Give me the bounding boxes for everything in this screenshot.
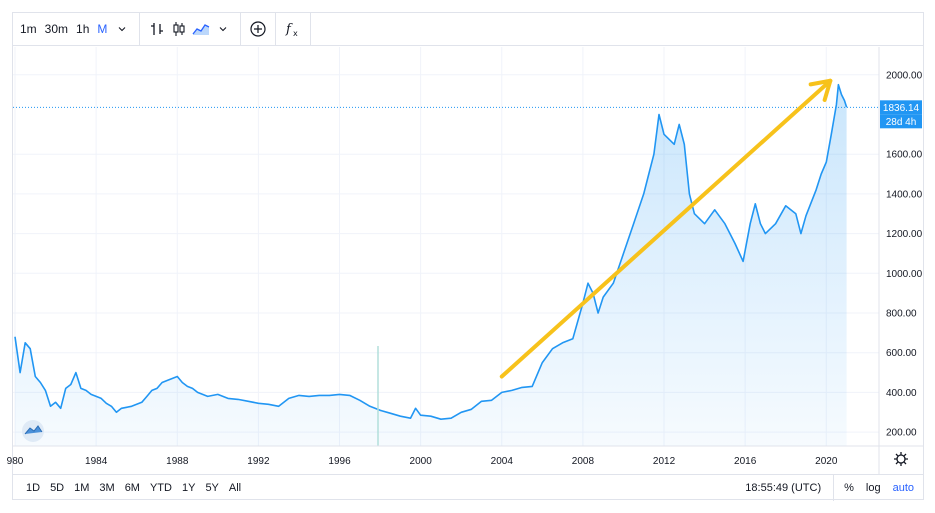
price-line bbox=[14, 83, 848, 420]
x-tick-label: 1988 bbox=[166, 456, 189, 467]
range-all[interactable]: All bbox=[228, 481, 242, 494]
last-price-label: 1836.14 bbox=[883, 103, 920, 114]
plus-circle-icon[interactable] bbox=[247, 12, 269, 46]
interval-1h[interactable]: 1h bbox=[76, 21, 90, 36]
y-tick-label: 2000.00 bbox=[886, 70, 923, 81]
y-tick-label: 800.00 bbox=[886, 309, 917, 320]
chevron-down-icon[interactable] bbox=[212, 12, 234, 46]
x-tick-label: 2004 bbox=[491, 456, 514, 467]
price-area bbox=[15, 84, 847, 446]
x-tick-label: 2020 bbox=[815, 456, 838, 467]
x-tick-label: 2008 bbox=[572, 456, 595, 467]
chevron-down-icon[interactable] bbox=[111, 12, 133, 46]
range-3m[interactable]: 3M bbox=[99, 481, 115, 494]
interval-monthly[interactable]: M bbox=[97, 21, 108, 36]
y-tick-label: 1400.00 bbox=[886, 189, 923, 200]
y-tick-label: 600.00 bbox=[886, 348, 917, 359]
percent-toggle[interactable]: % bbox=[844, 481, 854, 494]
svg-text:x: x bbox=[293, 29, 298, 38]
bottom-divider bbox=[833, 474, 835, 501]
log-toggle[interactable]: log bbox=[865, 481, 881, 494]
y-tick-label: 1600.00 bbox=[886, 150, 923, 161]
range-1y[interactable]: 1Y bbox=[181, 481, 196, 494]
toolbar-divider bbox=[310, 11, 312, 46]
range-1m[interactable]: 1M bbox=[74, 481, 90, 494]
x-tick-label: 2000 bbox=[410, 456, 433, 467]
x-tick-label: 1996 bbox=[328, 456, 351, 467]
toolbar-divider bbox=[139, 11, 141, 46]
bars-icon[interactable] bbox=[146, 12, 168, 46]
x-tick-label: 1992 bbox=[247, 456, 270, 467]
range-1d[interactable]: 1D bbox=[26, 481, 41, 494]
interval-30m[interactable]: 30m bbox=[44, 21, 69, 36]
last-price-badge: 1836.14 28d 4h bbox=[880, 100, 922, 129]
logo-icon[interactable] bbox=[22, 420, 44, 442]
y-tick-label: 1200.00 bbox=[886, 229, 923, 240]
countdown-label: 28d 4h bbox=[886, 117, 917, 128]
interval-1m[interactable]: 1m bbox=[20, 21, 37, 36]
price-axis[interactable]: 200.00 400.00 600.00 800.00 1000.00 1200.00 14… bbox=[886, 70, 923, 438]
range-ytd[interactable]: YTD bbox=[149, 481, 172, 494]
trend-arrow bbox=[499, 78, 833, 379]
bottom-toolbar: 1D 5D 1M 3M 6M YTD 1Y 5Y All 18:55:49 (U… bbox=[12, 474, 924, 501]
y-tick-label: 1000.00 bbox=[886, 269, 923, 280]
toolbar-divider bbox=[275, 11, 277, 46]
y-tick-label: 200.00 bbox=[886, 428, 917, 439]
settings-gear-icon[interactable] bbox=[894, 452, 908, 466]
x-tick-label: 980 bbox=[7, 456, 24, 467]
utc-clock[interactable]: 18:55:49 (UTC) bbox=[745, 481, 822, 494]
trend-arrow-head bbox=[808, 78, 833, 102]
range-5d[interactable]: 5D bbox=[50, 481, 65, 494]
y-tick-label: 400.00 bbox=[886, 388, 917, 399]
range-5y[interactable]: 5Y bbox=[205, 481, 219, 494]
x-tick-label: 2016 bbox=[734, 456, 757, 467]
x-tick-label: 2012 bbox=[653, 456, 676, 467]
range-6m[interactable]: 6M bbox=[124, 481, 140, 494]
time-axis[interactable]: 980 1984 1988 1992 1996 2000 2004 2008 2012 2016 2… bbox=[7, 456, 838, 467]
candles-icon[interactable] bbox=[168, 12, 190, 46]
toolbar-divider bbox=[240, 11, 242, 46]
area-icon[interactable] bbox=[190, 12, 212, 46]
auto-toggle[interactable]: auto bbox=[892, 481, 914, 494]
x-tick-label: 1984 bbox=[85, 456, 108, 467]
svg-text:f: f bbox=[285, 22, 293, 37]
